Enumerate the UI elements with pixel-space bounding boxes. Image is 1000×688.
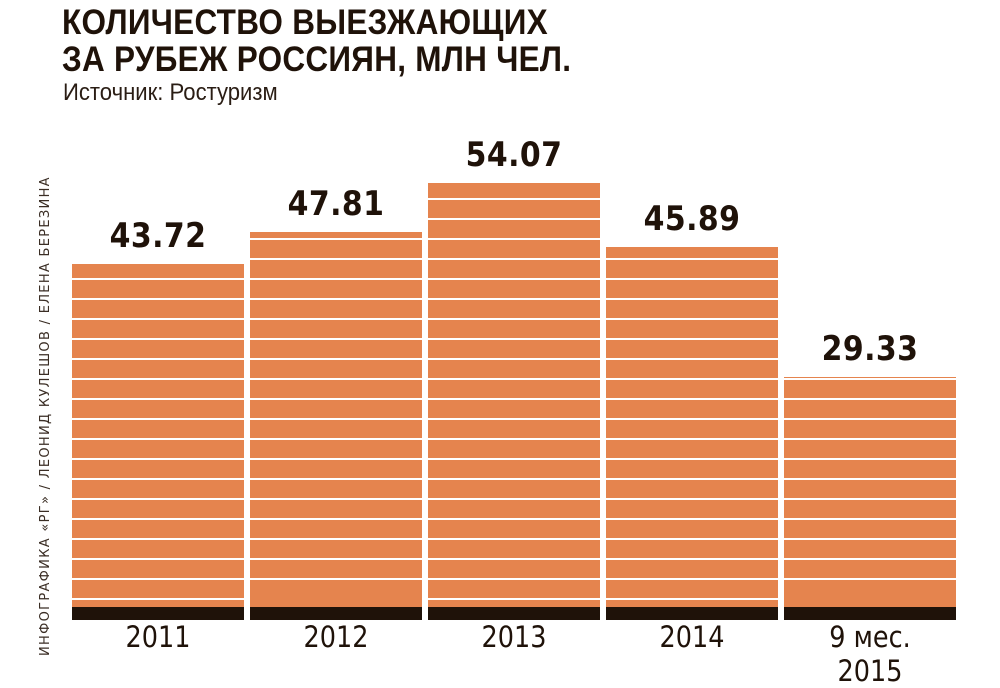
bar-base — [606, 607, 778, 620]
bar-2012 — [250, 232, 422, 607]
bar-2014 — [606, 247, 778, 607]
bar-base — [428, 607, 600, 620]
bar-value-label: 54.07 — [465, 135, 563, 175]
x-axis-label: 2012 — [303, 620, 369, 654]
bar-base — [250, 607, 422, 620]
bar-9-мес-2015 — [784, 377, 956, 607]
bar-base — [72, 607, 244, 620]
bar-2011 — [72, 264, 244, 607]
bar-2013 — [428, 183, 600, 607]
bar-value-label: 29.33 — [821, 329, 919, 369]
x-axis-label: 2013 — [481, 620, 547, 654]
bar-base — [784, 607, 956, 620]
bar-value-label: 45.89 — [643, 199, 741, 239]
bar-value-label: 47.81 — [287, 184, 385, 224]
bar-chart: 43.72 2011 47.81 2012 54.07 2013 45.89 2014 29.3… — [72, 135, 956, 688]
x-axis-label: 9 мес. 2015 — [829, 620, 911, 688]
chart-title-line-2: ЗА РУБЕЖ РОССИЯН, МЛН ЧЕЛ. — [62, 40, 572, 79]
chart-source: Источник: Ростуризм — [63, 79, 278, 106]
chart-title: КОЛИЧЕСТВО ВЫЕЗЖАЮЩИХ ЗА РУБЕЖ РОССИЯН, … — [62, 4, 571, 78]
x-axis-label: 2011 — [125, 620, 191, 654]
x-axis-label: 2014 — [659, 620, 725, 654]
bar-value-label: 43.72 — [109, 216, 207, 256]
chart-title-line-1: КОЛИЧЕСТВО ВЫЕЗЖАЮЩИХ — [62, 3, 548, 42]
